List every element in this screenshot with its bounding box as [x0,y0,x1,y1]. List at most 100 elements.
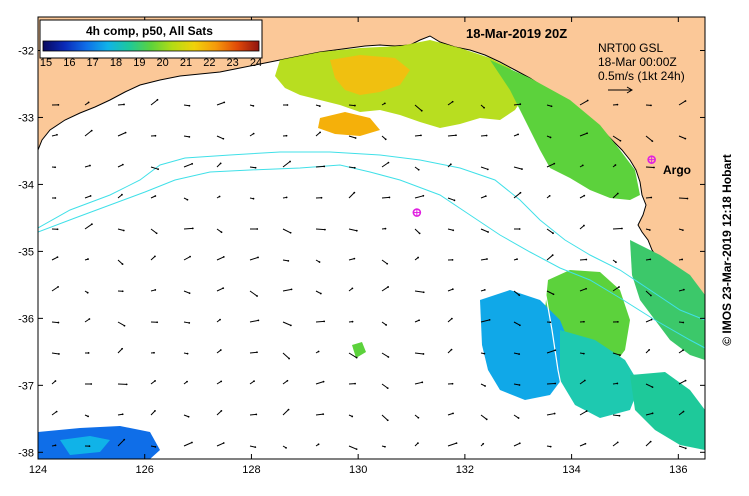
current-arrow [678,349,684,354]
current-arrow [249,228,259,230]
plot-frame [37,16,706,460]
current-arrow [546,382,557,385]
current-arrow [447,258,454,261]
current-arrow [579,132,588,137]
current-arrow [150,134,157,137]
current-arrow [84,164,91,168]
current-arrow [645,104,652,107]
argo-floats [412,155,656,217]
colorbar-tick-label: 23 [227,57,239,69]
current-arrow [84,290,89,294]
lon-tick-label: 130 [349,464,367,476]
current-arrow [84,258,89,261]
current-arrow [117,347,124,354]
current-arrow [183,380,188,385]
current-arrow [678,445,687,450]
current-arrow [480,414,488,421]
current-arrow [513,442,521,447]
current-arrow [249,319,260,323]
lon-tick-label: 128 [242,464,260,476]
current-arrow [447,163,452,168]
current-arrow [282,445,287,449]
current-arrow [216,228,223,234]
current-arrow [216,287,225,292]
current-arrow [117,131,127,137]
current-arrow [249,290,258,297]
current-arrow [447,197,456,202]
current-arrow [117,103,125,106]
current-arrow [51,228,59,231]
colorbar-tick-label: 22 [203,57,215,69]
current-arrow [381,352,390,358]
current-arrow [546,349,557,354]
current-arrow [51,256,59,261]
current-arrow [381,102,386,106]
current-arrow [150,445,157,448]
current-arrow [249,380,255,385]
current-arrow [51,285,59,292]
current-legend-arrow-icon [608,86,633,94]
current-arrow [612,286,620,292]
colorbar-tick-label: 17 [87,57,99,69]
current-arrow [513,103,522,106]
current-arrow [381,286,390,292]
current-arrow [579,164,584,168]
current-arrow [249,445,257,449]
longitude-axis: 124 126 128 130 132 134 136 [29,17,687,476]
current-arrow [216,256,225,261]
current-arrow [447,348,453,354]
current-arrow [546,445,552,448]
current-arrow [678,379,687,385]
current-arrow [612,320,619,323]
sst-patch-orange [330,55,410,95]
current-arrow [579,352,585,355]
current-arrow [513,228,521,230]
current-arrow [315,320,326,323]
latitude-axis: -32 -33 -34 -35 -36 -37 -38 [18,45,705,459]
current-arrow [612,414,621,417]
current-arrow [414,381,424,385]
current-arrow [282,288,293,292]
current-arrow [51,352,60,355]
current-arrow [315,290,322,295]
current-arrow [282,196,288,199]
current-arrow [117,413,124,416]
current-arrow [645,348,651,354]
contour-shelf-edge [38,151,705,321]
current-arrow [579,99,589,106]
current-arrow [414,414,420,419]
lon-tick-label: 132 [456,464,474,476]
current-arrow [480,195,487,199]
argo-float-marker [647,155,656,164]
current-arrow [480,352,486,355]
current-arrow [348,445,358,451]
current-arrow [150,379,156,385]
current-arrow [282,104,289,106]
current-arrow [249,351,258,354]
current-arrow [414,319,421,323]
current-arrow [414,134,422,137]
current-arrow [150,228,158,235]
current-arrow [579,287,587,292]
current-arrow [150,321,159,324]
current-arrow [546,135,552,139]
colorbar: 4h comp, p50, All Sats 15 16 17 18 19 20 21 22 2… [39,19,263,69]
current-arrow [513,321,521,327]
current-arrow [117,228,125,232]
current-arrow [546,290,555,296]
current-arrow [282,352,291,360]
current-arrow [51,133,58,137]
current-arrow [249,104,255,107]
current-arrow [381,161,390,168]
current-arrow [150,351,155,354]
current-arrow [414,442,419,447]
lon-tick-label: 134 [562,464,580,476]
current-arrow [84,101,90,106]
current-arrow [447,228,455,232]
current-arrow [84,318,91,323]
current-arrow [315,131,322,137]
current-arrow [579,442,587,447]
credit-panel: © IMOS 23-Mar-2019 12:18 Hobart [712,30,742,470]
sst-patch-orange-2 [318,112,380,136]
current-arrow [678,288,685,292]
